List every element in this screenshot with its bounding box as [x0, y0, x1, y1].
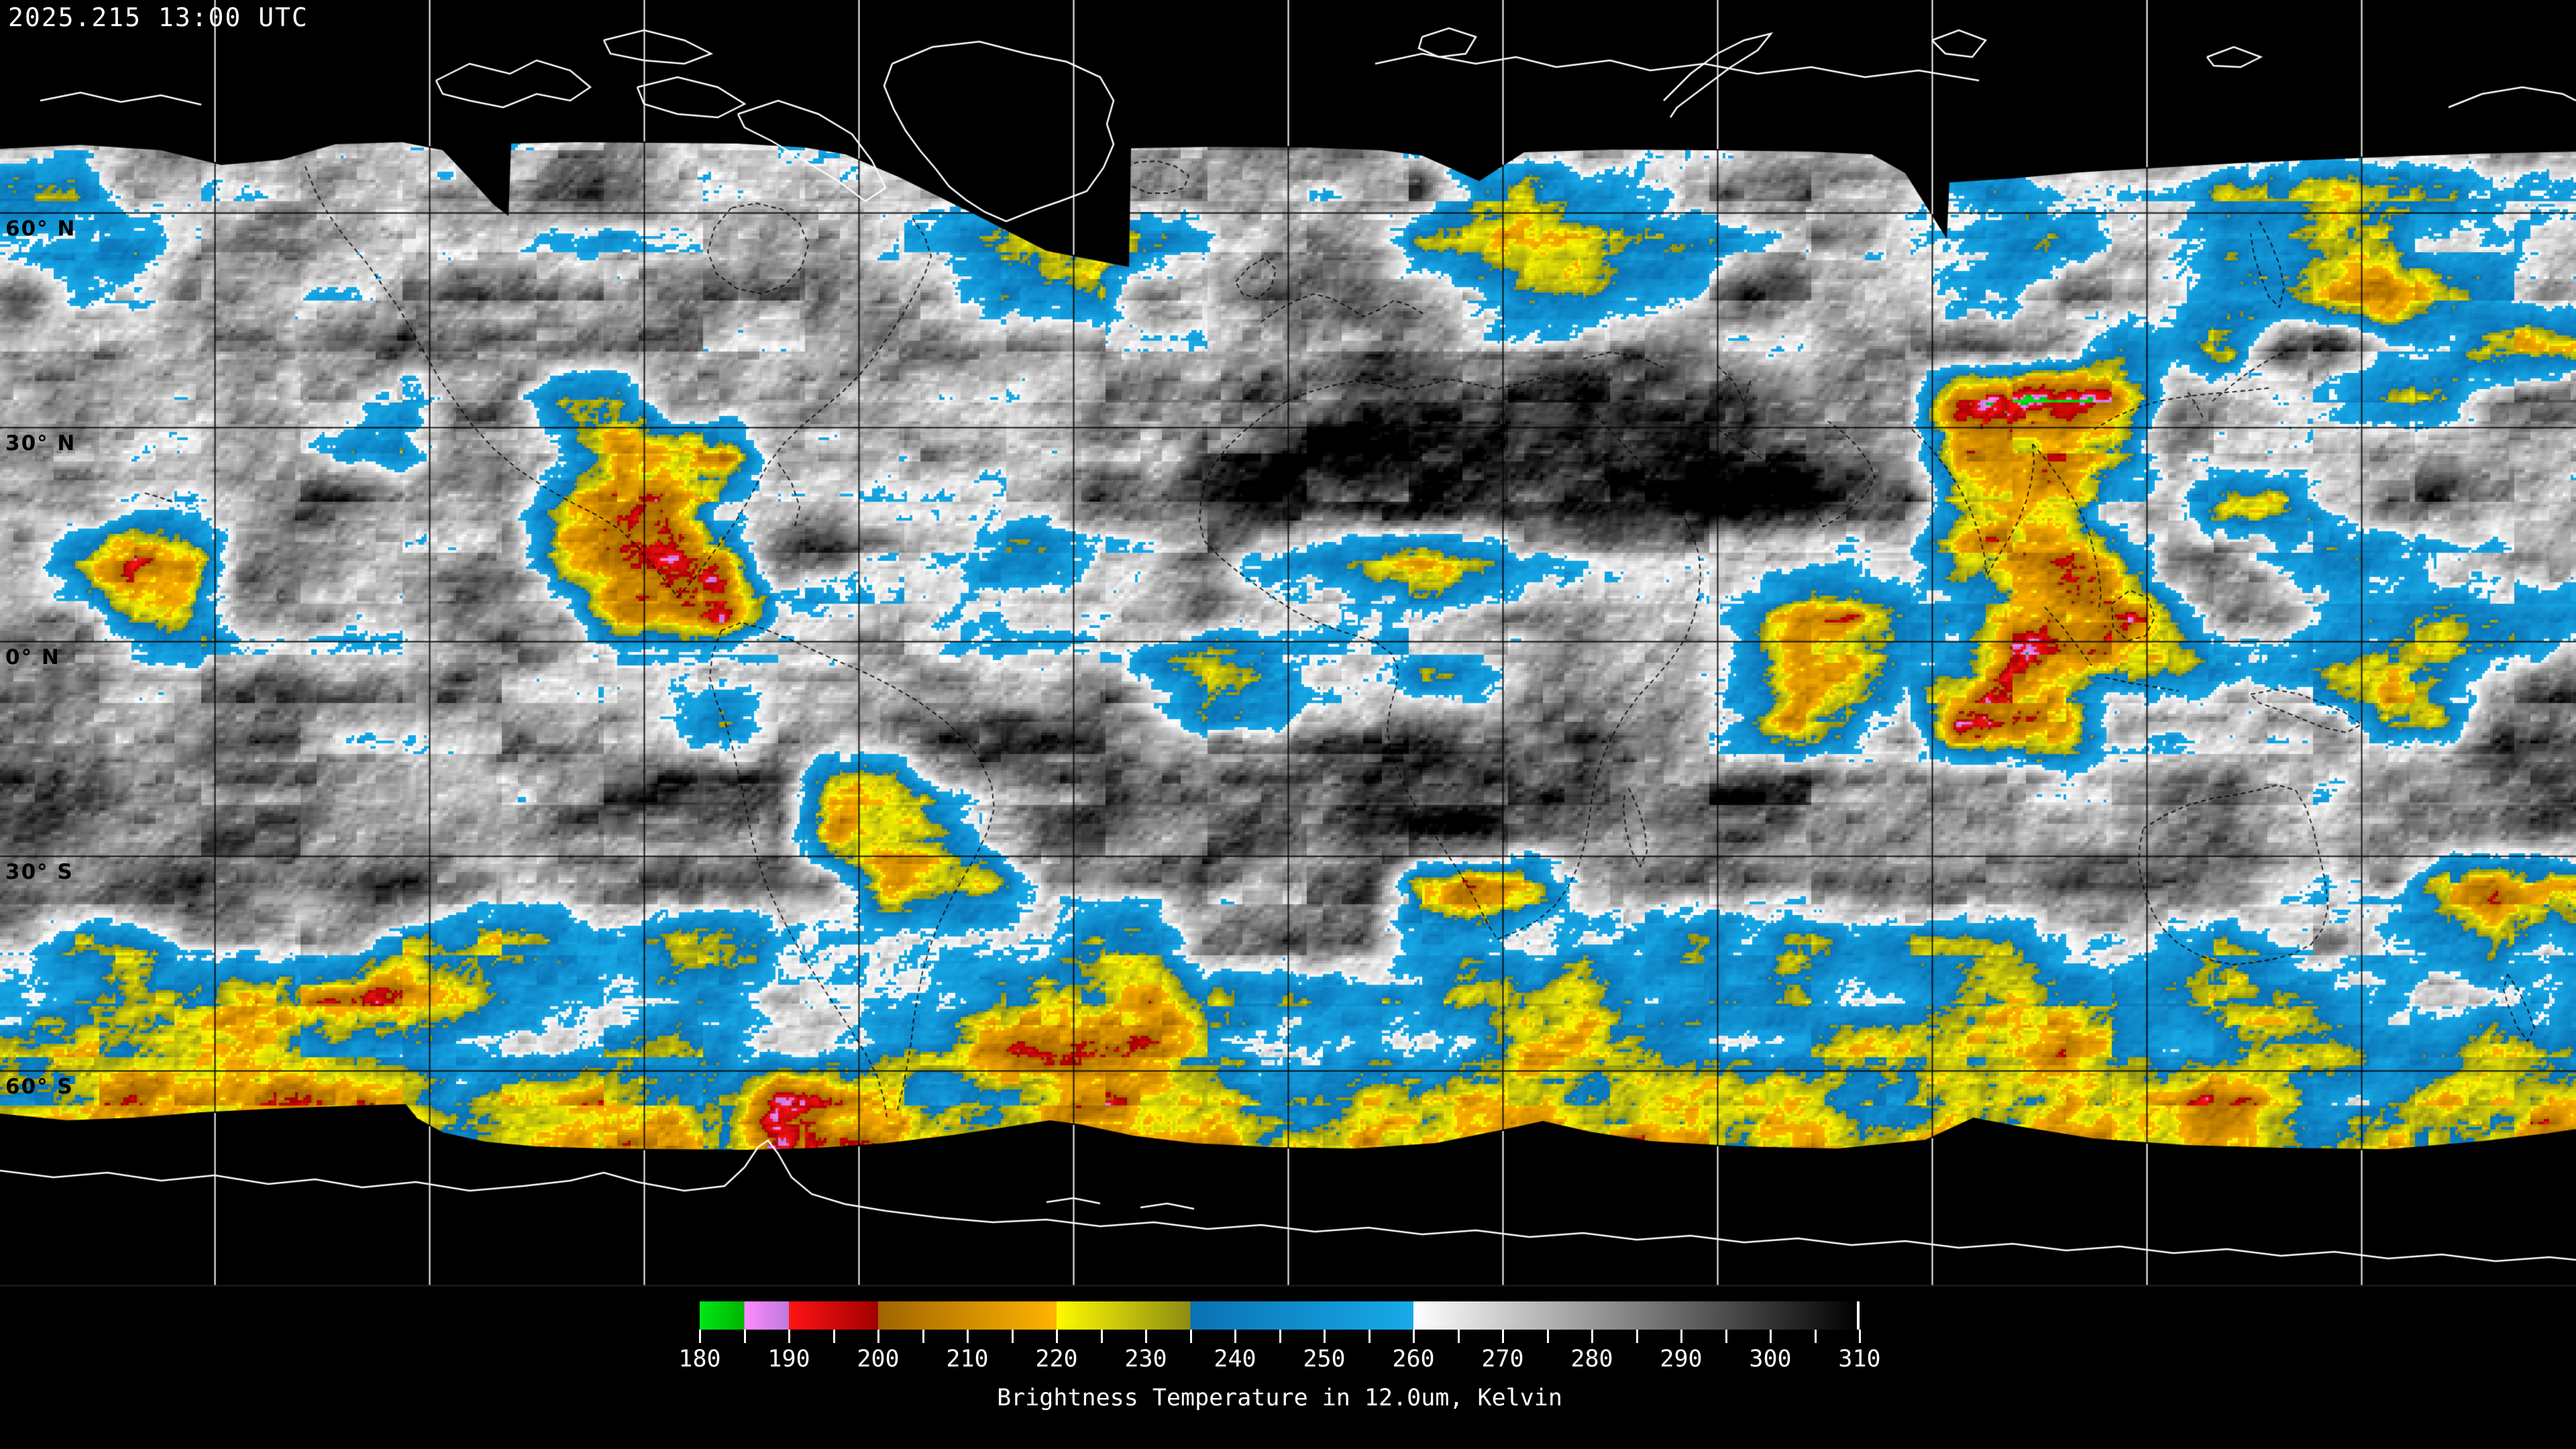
- colorbar-tick: [1680, 1330, 1682, 1343]
- colorbar-tick-label: 210: [946, 1346, 989, 1373]
- colorbar-tick: [743, 1330, 746, 1343]
- colorbar-tick: [833, 1330, 835, 1343]
- colorbar-tick: [1324, 1330, 1326, 1343]
- timestamp-label: 2025.215 13:00 UTC: [8, 3, 309, 32]
- colorbar-tick: [1859, 1330, 1861, 1343]
- colorbar-tick: [1770, 1330, 1772, 1343]
- colorbar-tick-label: 270: [1481, 1346, 1524, 1373]
- colorbar-tick: [1234, 1330, 1236, 1343]
- colorbar-tick: [1457, 1330, 1460, 1343]
- colorbar-tick: [1056, 1330, 1058, 1343]
- colorbar-caption: Brightness Temperature in 12.0um, Kelvin: [997, 1385, 1562, 1411]
- colorbar-tick: [1279, 1330, 1281, 1343]
- colorbar-tick: [788, 1330, 790, 1343]
- colorbar-tick: [922, 1330, 924, 1343]
- colorbar-tick-label: 310: [1838, 1346, 1881, 1373]
- colorbar-tick: [1814, 1330, 1817, 1343]
- colorbar-tick-label: 230: [1124, 1346, 1167, 1373]
- colorbar-tick-label: 200: [857, 1346, 900, 1373]
- colorbar-tick: [877, 1330, 879, 1343]
- colorbar-tick-label: 300: [1749, 1346, 1792, 1373]
- colorbar-tick-label: 220: [1035, 1346, 1078, 1373]
- colorbar-gradient: [700, 1301, 1860, 1330]
- colorbar-tick: [1591, 1330, 1593, 1343]
- colorbar-tick: [1100, 1330, 1103, 1343]
- lat-label: 60° S: [5, 1075, 74, 1099]
- colorbar-tick: [1413, 1330, 1415, 1343]
- colorbar-endcap: [1857, 1301, 1860, 1330]
- colorbar-tick: [1011, 1330, 1014, 1343]
- colorbar-tick-label: 250: [1303, 1346, 1346, 1373]
- colorbar-tick-label: 290: [1660, 1346, 1703, 1373]
- colorbar-tick: [1368, 1330, 1371, 1343]
- colorbar-tick: [967, 1330, 969, 1343]
- colorbar-tick-label: 260: [1392, 1346, 1435, 1373]
- colorbar-tick-label: 280: [1570, 1346, 1613, 1373]
- colorbar-tick: [699, 1330, 701, 1343]
- colorbar-tick-label: 180: [678, 1346, 721, 1373]
- colorbar-tick-label: 240: [1214, 1346, 1256, 1373]
- lat-label: 60° N: [5, 217, 76, 241]
- lat-label: 30° S: [5, 860, 74, 884]
- colorbar-tick: [1546, 1330, 1549, 1343]
- colorbar-tick: [1189, 1330, 1192, 1343]
- colorbar-tick-label: 190: [767, 1346, 810, 1373]
- colorbar-tick: [1725, 1330, 1727, 1343]
- lat-label: 30° N: [5, 431, 76, 455]
- colorbar-tick: [1145, 1330, 1147, 1343]
- colorbar-tick: [1502, 1330, 1504, 1343]
- lat-label: 0° N: [5, 645, 60, 669]
- colorbar-tick: [1635, 1330, 1638, 1343]
